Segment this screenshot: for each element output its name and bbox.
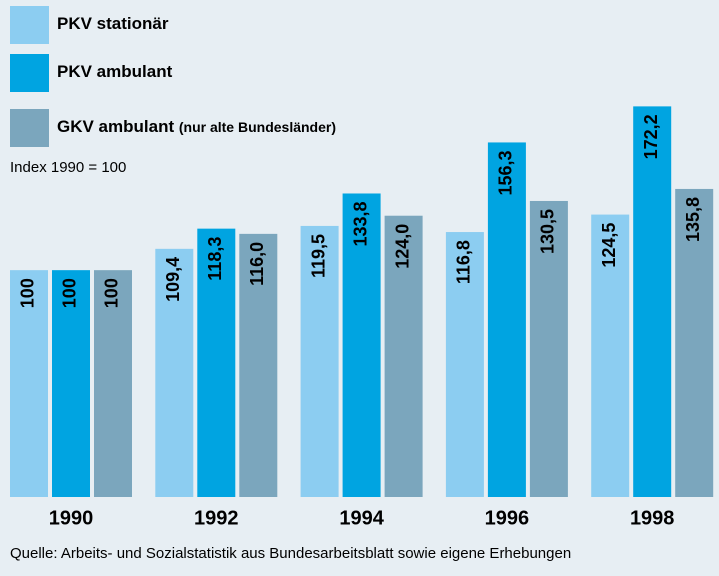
bar — [239, 233, 278, 497]
x-tick-label: 1992 — [194, 507, 239, 529]
x-tick-label: 1998 — [630, 507, 675, 529]
value-label: 135,8 — [683, 197, 703, 242]
value-label: 119,5 — [308, 234, 328, 278]
value-label: 116,0 — [247, 242, 267, 286]
bar — [300, 225, 339, 497]
legend-name: GKV ambulant — [57, 117, 174, 136]
bar — [633, 106, 672, 497]
value-label: 100 — [102, 278, 122, 308]
value-label: 130,5 — [538, 209, 558, 254]
bar — [342, 193, 381, 497]
bar — [94, 270, 132, 497]
source: Quelle: Arbeits- und Sozialstatistik aus… — [10, 545, 571, 562]
legend-name: PKV stationär — [57, 14, 169, 33]
value-label: 133,8 — [350, 201, 370, 246]
bar — [529, 200, 568, 497]
legend-note: (nur alte Bundesländer) — [179, 119, 336, 135]
value-label: 100 — [18, 278, 38, 308]
legend-label: PKV ambulant — [57, 62, 173, 81]
bar — [487, 142, 526, 497]
value-label: 156,3 — [496, 150, 516, 195]
legend-label: GKV ambulant (nur alte Bundesländer) — [57, 117, 336, 136]
legend-swatch — [10, 54, 49, 92]
legend-label: PKV stationär — [57, 14, 169, 33]
bar — [197, 228, 236, 497]
bar — [384, 215, 423, 497]
bar — [155, 248, 194, 497]
value-label: 172,2 — [641, 114, 661, 159]
legend-swatch — [10, 6, 49, 44]
value-label: 124,5 — [599, 223, 619, 268]
value-label: 124,0 — [392, 224, 412, 269]
bar — [52, 270, 90, 497]
bar — [591, 214, 630, 497]
value-label: 116,8 — [454, 240, 474, 284]
value-label: 109,4 — [163, 257, 183, 302]
legend-name: PKV ambulant — [57, 62, 173, 81]
bar — [675, 188, 714, 497]
subtitle: Index 1990 = 100 — [10, 159, 126, 176]
x-tick-label: 1994 — [339, 507, 384, 529]
x-tick-label: 1990 — [49, 507, 94, 529]
bar — [10, 270, 48, 497]
legend-swatch — [10, 109, 49, 147]
bar — [445, 232, 484, 498]
x-tick-label: 1996 — [485, 507, 530, 529]
value-label: 100 — [60, 278, 80, 308]
value-label: 118,3 — [205, 237, 225, 281]
